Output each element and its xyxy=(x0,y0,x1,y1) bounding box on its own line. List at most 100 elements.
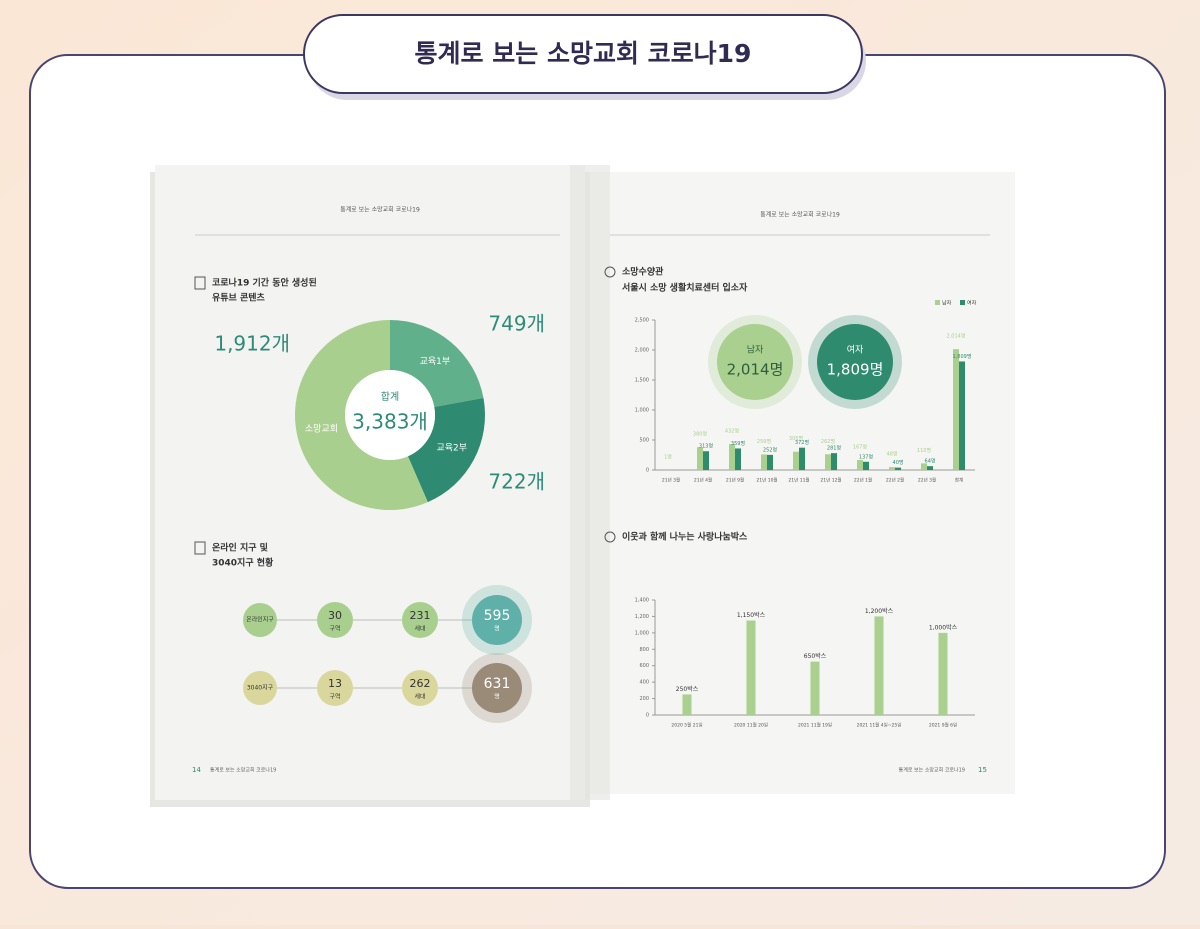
legend-label: 남자 xyxy=(942,300,952,307)
value-label: 432명 xyxy=(725,428,739,435)
value-label: 380명 xyxy=(693,431,707,438)
item-unit: 세대 xyxy=(414,693,425,701)
item-unit: 구역 xyxy=(329,625,340,633)
segment-value-label: 1,912개 xyxy=(214,332,290,356)
y-tick-label: 1,000 xyxy=(635,408,649,414)
value-label: 1,000박스 xyxy=(929,623,958,631)
x-tick-label: 21년 9월 xyxy=(726,477,744,484)
total-value: 3,383개 xyxy=(352,410,428,434)
row-name: 3040지구 xyxy=(247,684,274,692)
bar xyxy=(953,349,959,470)
row-name: 온라인지구 xyxy=(246,616,274,624)
x-tick-label: 2021 11월 4일~25일 xyxy=(857,722,902,729)
bar xyxy=(863,462,869,470)
item-number: 13 xyxy=(328,677,342,690)
bar xyxy=(683,694,692,715)
legend-swatch xyxy=(960,300,965,305)
value-label: 1,150박스 xyxy=(737,611,766,619)
value-label: 1명 xyxy=(664,453,672,460)
x-tick-label: 2020 11월 20일 xyxy=(734,722,768,729)
highlight-label: 남자 xyxy=(747,345,764,356)
x-tick-label: 2021 9월 6일 xyxy=(929,722,957,729)
bar xyxy=(703,451,709,470)
value-label: 48명 xyxy=(887,451,898,458)
x-tick-label: 21년 11월 xyxy=(788,477,809,484)
bar xyxy=(761,454,767,470)
bar xyxy=(793,452,799,470)
bar xyxy=(831,453,837,470)
running-foot: 통계로 보는 소망교회 코로나19 xyxy=(899,767,965,774)
bar xyxy=(857,460,863,470)
value-label: 262명 xyxy=(821,438,835,445)
running-foot: 통계로 보는 소망교회 코로나19 xyxy=(210,767,276,774)
bar xyxy=(729,444,735,470)
page-number: 14 xyxy=(192,766,201,774)
bar xyxy=(735,448,741,470)
value-label: 359명 xyxy=(731,440,745,447)
legend-label: 여자 xyxy=(967,300,977,307)
y-tick-label: 0 xyxy=(646,468,649,474)
y-tick-label: 1,200 xyxy=(635,614,649,620)
bar xyxy=(895,468,901,470)
y-tick-label: 800 xyxy=(639,647,649,653)
item-number: 631 xyxy=(484,676,511,692)
section-title: 유튜브 콘텐츠 xyxy=(212,292,266,304)
y-tick-label: 400 xyxy=(639,680,649,686)
bar xyxy=(959,361,965,470)
bar xyxy=(875,616,884,715)
value-label: 64명 xyxy=(925,458,936,465)
segment-name: 교육2부 xyxy=(436,442,467,453)
segment-name: 소망교회 xyxy=(305,424,338,435)
x-tick-label: 21년 10월 xyxy=(756,477,777,484)
x-tick-label: 21년 12월 xyxy=(820,477,841,484)
bar xyxy=(747,621,756,715)
value-label: 1,200박스 xyxy=(865,607,894,615)
highlight-label: 여자 xyxy=(847,344,864,356)
page-number: 15 xyxy=(978,766,987,774)
y-tick-label: 0 xyxy=(646,713,649,719)
item-number: 231 xyxy=(410,609,431,622)
value-label: 137명 xyxy=(859,453,873,460)
item-unit: 명 xyxy=(494,693,500,701)
title: 통계로 보는 소망교회 코로나19 xyxy=(415,39,752,68)
x-tick-label: 22년 2월 xyxy=(886,477,904,484)
value-label: 313명 xyxy=(699,443,713,450)
section-title: 이웃과 함께 나누는 사랑나눔박스 xyxy=(622,531,748,543)
x-tick-label: 2021 11월 19일 xyxy=(798,722,832,729)
bar xyxy=(767,455,773,470)
value-label: 2,014명 xyxy=(947,333,966,340)
value-label: 259명 xyxy=(757,438,771,445)
y-tick-label: 1,500 xyxy=(635,378,649,384)
section-title: 서울시 소망 생활치료센터 입소자 xyxy=(622,282,748,294)
y-tick-label: 2,000 xyxy=(635,348,649,354)
x-tick-label: 22년 3월 xyxy=(918,477,936,484)
highlight-value: 1,809명 xyxy=(827,361,884,379)
bar xyxy=(697,447,703,470)
total-label: 합계 xyxy=(381,391,399,403)
value-label: 110명 xyxy=(917,447,931,454)
x-tick-label: 22년 1월 xyxy=(854,477,872,484)
value-label: 250박스 xyxy=(676,685,699,693)
section-title: 소망수양관 xyxy=(622,266,664,278)
y-tick-label: 200 xyxy=(639,696,649,702)
y-tick-label: 1,400 xyxy=(635,598,649,604)
section-title: 코로나19 기간 동안 생성된 xyxy=(212,277,317,289)
spine xyxy=(570,165,610,800)
bar xyxy=(889,467,895,470)
running-head: 통계로 보는 소망교회 코로나19 xyxy=(340,206,420,214)
x-tick-label: 21년 4월 xyxy=(694,477,712,484)
bar xyxy=(799,448,805,470)
item-number: 595 xyxy=(484,608,511,624)
bar xyxy=(825,454,831,470)
bar xyxy=(927,466,933,470)
value-label: 650박스 xyxy=(804,652,827,660)
value-label: 1,809명 xyxy=(953,353,972,360)
value-label: 40명 xyxy=(893,459,904,466)
value-label: 281명 xyxy=(827,445,841,452)
x-tick-label: 21년 3월 xyxy=(662,477,680,484)
value-label: 372명 xyxy=(795,439,809,446)
highlight-value: 2,014명 xyxy=(727,361,784,379)
segment-value-label: 722개 xyxy=(488,470,545,494)
bar xyxy=(811,662,820,715)
